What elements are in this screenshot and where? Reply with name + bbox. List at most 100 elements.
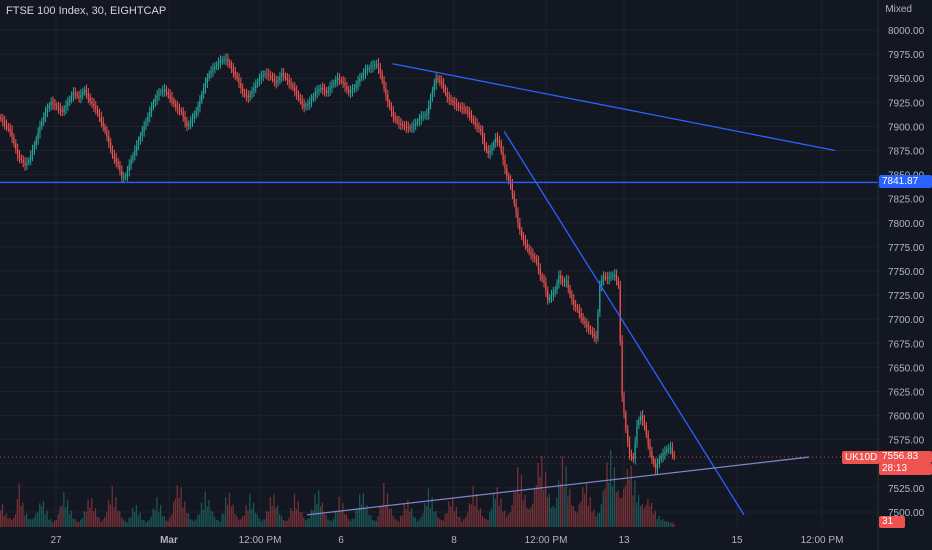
volume-bar	[297, 500, 299, 527]
chart-grid	[0, 0, 878, 527]
volume-bar	[502, 511, 504, 527]
candle-body	[348, 89, 350, 93]
candle-body	[519, 222, 521, 231]
time-tick-label: 6	[338, 535, 344, 546]
candle-body	[584, 320, 586, 325]
volume-bar	[264, 519, 266, 527]
volume-bar	[100, 521, 102, 527]
candle-body	[247, 95, 249, 98]
volume-bar	[433, 511, 435, 527]
volume-bar	[59, 506, 61, 527]
volume-bar	[24, 515, 26, 527]
volume-bar	[293, 494, 296, 527]
candle-body	[54, 103, 56, 106]
candle-body	[610, 275, 612, 278]
candle-body	[201, 94, 203, 101]
price-tick-label: 7500.00	[888, 508, 925, 519]
volume-bar	[332, 518, 335, 527]
volume-bar	[517, 467, 519, 527]
volume-bar	[107, 500, 110, 527]
volume-bar	[621, 497, 623, 527]
volume-bar	[189, 518, 191, 527]
candle-body	[574, 304, 577, 308]
candle-body	[506, 168, 508, 177]
volume-bar	[284, 520, 286, 527]
candle-body	[507, 176, 510, 181]
volume-bar	[143, 519, 145, 527]
trend-line-drawings[interactable]	[306, 63, 836, 516]
candle-body	[630, 454, 632, 457]
candle-body	[563, 281, 566, 283]
volume-bar	[476, 494, 478, 527]
candle-body	[249, 94, 251, 98]
candle-body	[171, 97, 173, 101]
candle-body	[355, 84, 357, 88]
candle-body	[524, 240, 526, 245]
volume-bar	[450, 506, 452, 527]
candle-body	[602, 275, 605, 281]
volume-bar	[111, 485, 113, 527]
candle-body	[331, 84, 333, 88]
candle-body	[608, 277, 610, 279]
volume-bar	[647, 499, 649, 527]
candle-body	[414, 123, 417, 126]
volume-bar	[381, 505, 383, 527]
candle-body	[227, 58, 229, 63]
candle-body	[102, 121, 104, 127]
candle-body	[85, 89, 88, 94]
volume-bar	[651, 502, 653, 527]
volume-bar	[14, 514, 17, 527]
price-tick-label: 7650.00	[888, 363, 925, 374]
candle-body	[115, 158, 117, 162]
volume-bars	[0, 450, 675, 527]
volume-bar	[334, 510, 337, 527]
candle-body	[310, 99, 313, 103]
volume-bar	[327, 519, 329, 527]
volume-bar	[468, 503, 470, 527]
volume-bar	[299, 512, 301, 527]
trend-line	[503, 130, 745, 516]
volume-bar	[425, 505, 428, 527]
candle-body	[26, 162, 28, 165]
volume-bar	[186, 513, 188, 527]
volume-bar	[39, 503, 41, 527]
candle-body	[461, 107, 463, 109]
volume-bar	[522, 500, 524, 527]
time-tick-label: 27	[50, 535, 62, 546]
volume-bar	[660, 520, 662, 527]
time-axis[interactable]: 27 Mar 12:00 PM 6 8 12:00 PM 13 15 12:00 PM	[50, 535, 843, 546]
volume-bar	[199, 514, 201, 527]
volume-bar	[667, 521, 669, 527]
volume-bar	[587, 505, 590, 527]
volume-bar	[641, 504, 643, 527]
candle-body	[269, 75, 272, 77]
volume-bar	[81, 518, 84, 527]
volume-bar	[273, 494, 275, 527]
candle-body	[433, 84, 435, 92]
volume-bar	[133, 512, 136, 527]
candle-body	[281, 73, 283, 77]
volume-bar	[46, 510, 48, 527]
volume-bar	[254, 512, 257, 527]
candle-body	[7, 126, 9, 129]
volume-bar	[537, 462, 539, 527]
volume-bar	[364, 508, 366, 527]
volume-bar	[602, 491, 604, 527]
volume-bar	[580, 501, 582, 527]
volume-bar	[150, 516, 152, 527]
candle-body	[5, 123, 8, 127]
volume-bar	[329, 520, 331, 527]
candle-body	[67, 102, 69, 106]
scale-mode-label[interactable]: Mixed	[885, 4, 912, 15]
volume-bar	[608, 482, 610, 527]
volume-bar	[466, 512, 469, 527]
volume-bar	[191, 519, 193, 527]
candle-body	[491, 147, 493, 151]
volume-bar	[195, 519, 197, 527]
candle-body	[431, 91, 433, 98]
candle-body	[424, 114, 426, 116]
candle-body	[314, 92, 316, 96]
volume-bar	[230, 506, 232, 527]
candle-body	[277, 79, 279, 84]
